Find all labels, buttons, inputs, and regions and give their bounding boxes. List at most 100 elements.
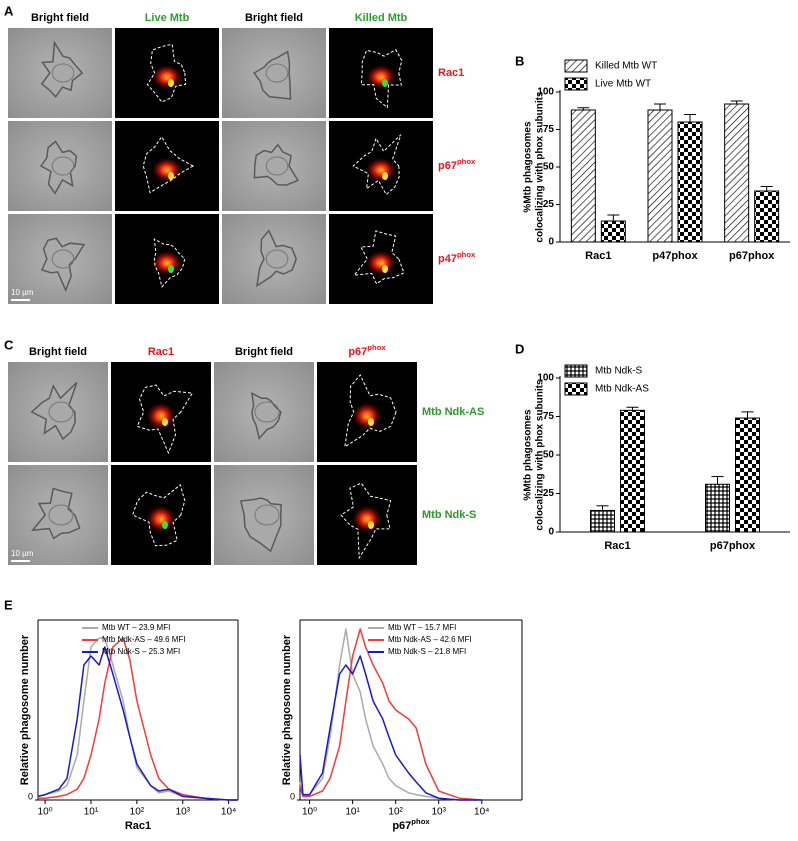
cell-boundary (340, 482, 392, 560)
column-header: Bright field (245, 12, 303, 24)
row-label-text: Mtb Ndk-AS (422, 406, 484, 418)
cell-outline (30, 381, 78, 441)
nucleus (48, 401, 74, 423)
signal-spot (368, 521, 374, 529)
bar (590, 509, 615, 533)
signal (151, 250, 183, 276)
column-header-text: Bright field (29, 346, 87, 358)
column-header-text: Live Mtb (145, 12, 190, 24)
y-tick-label: 100 (537, 373, 554, 384)
scale-bar-label: 10 µm (11, 288, 34, 297)
row-label-text: Mtb Ndk-S (422, 509, 476, 521)
x-axis-label-text: p67 (392, 820, 411, 832)
signal-spot (382, 172, 388, 180)
histogram-line (299, 655, 482, 801)
nucleus (254, 504, 280, 526)
signal-spot (162, 418, 168, 426)
nucleus (51, 249, 75, 269)
cell-boundary (153, 238, 186, 288)
cell-outline (40, 140, 78, 195)
legend-swatch (564, 364, 588, 378)
signal (365, 250, 397, 276)
cell-boundary (136, 384, 194, 455)
x-tick-label: Rac1 (585, 250, 611, 262)
legend-label: Mtb Ndk-S – 21.8 MFI (388, 647, 466, 656)
panel-letter: A (4, 3, 14, 18)
y-axis-label: colocalizing with phox subunits (535, 91, 546, 243)
histogram-line (37, 646, 238, 801)
y-tick-label: 25 (543, 488, 555, 499)
cell-boundary (360, 49, 403, 109)
legend-label: Mtb Ndk-AS – 49.6 MFI (102, 635, 186, 644)
y-tick-label: 100 (537, 87, 554, 98)
y-tick-label: 0 (28, 791, 33, 801)
signal-spot (368, 418, 374, 426)
signal (365, 157, 397, 183)
bar (570, 109, 596, 243)
legend-label: Mtb WT – 23.9 MFI (102, 623, 170, 632)
nucleus (51, 156, 75, 176)
signal-spot (382, 79, 388, 87)
cell-outline (40, 40, 84, 98)
y-tick-label: 75 (543, 124, 555, 135)
signal-spot (162, 521, 168, 529)
signal (151, 64, 183, 90)
row-label-text: Rac1 (438, 67, 464, 79)
panel-letter: D (515, 341, 524, 356)
y-tick-label: 50 (543, 450, 555, 461)
column-header: Live Mtb (145, 12, 190, 24)
legend-label: Mtb Ndk-S (595, 366, 643, 377)
row-label: Rac1 (438, 67, 464, 79)
panel-letter: E (4, 597, 13, 612)
x-axis-label: p67phox (392, 817, 430, 832)
nucleus (254, 401, 280, 423)
scale-bar-label: 10 µm (11, 549, 34, 558)
legend-swatch (564, 382, 588, 396)
legend-swatch (564, 77, 588, 91)
signal-spot (168, 265, 174, 273)
x-tick-label: 10³ (431, 807, 446, 818)
x-tick-label: p67phox (710, 540, 756, 552)
panel-letter: B (515, 53, 524, 68)
x-tick-label: 10⁰ (302, 807, 317, 818)
y-axis-label: Relative phagosome number (19, 634, 31, 785)
signal-spot (168, 172, 174, 180)
y-axis-label: %Mtb phagosomes (523, 409, 534, 501)
x-tick-label: 10⁴ (221, 807, 236, 818)
cell-boundary (146, 43, 187, 103)
legend-swatch (564, 59, 588, 73)
row-label: Mtb Ndk-S (422, 509, 476, 521)
y-axis-label: %Mtb phagosomes (523, 121, 534, 213)
column-header-text: Killed Mtb (355, 12, 408, 24)
cell-outline (253, 50, 292, 100)
signal-spot (168, 79, 174, 87)
bar (647, 109, 673, 243)
signal (146, 505, 176, 533)
row-label-sup: phox (457, 157, 476, 166)
row-label-sup: phox (457, 250, 476, 259)
x-tick-label: 10⁴ (474, 807, 489, 818)
x-tick-label: Rac1 (604, 540, 630, 552)
cell-boundary (352, 134, 402, 196)
histogram-line (299, 628, 482, 801)
y-tick-label: 75 (543, 411, 555, 422)
column-header: Bright field (29, 346, 87, 358)
bar (735, 417, 760, 533)
x-tick-label: 10² (130, 807, 145, 818)
legend-label: Killed Mtb WT (595, 61, 657, 72)
bar (677, 121, 703, 243)
panel-letter: C (4, 337, 14, 352)
histogram-line (38, 637, 238, 801)
x-tick-label: p67phox (729, 250, 775, 262)
x-tick-label: 10⁰ (38, 807, 53, 818)
row-label-text: p47 (438, 253, 457, 265)
nucleus (265, 156, 289, 176)
histogram-line (299, 628, 482, 801)
cell-outline (253, 143, 300, 186)
column-header: Bright field (31, 12, 89, 24)
cell-boundary (344, 374, 397, 448)
column-header-text: p67 (348, 346, 367, 358)
signal (146, 402, 176, 430)
column-header-text: Bright field (235, 346, 293, 358)
